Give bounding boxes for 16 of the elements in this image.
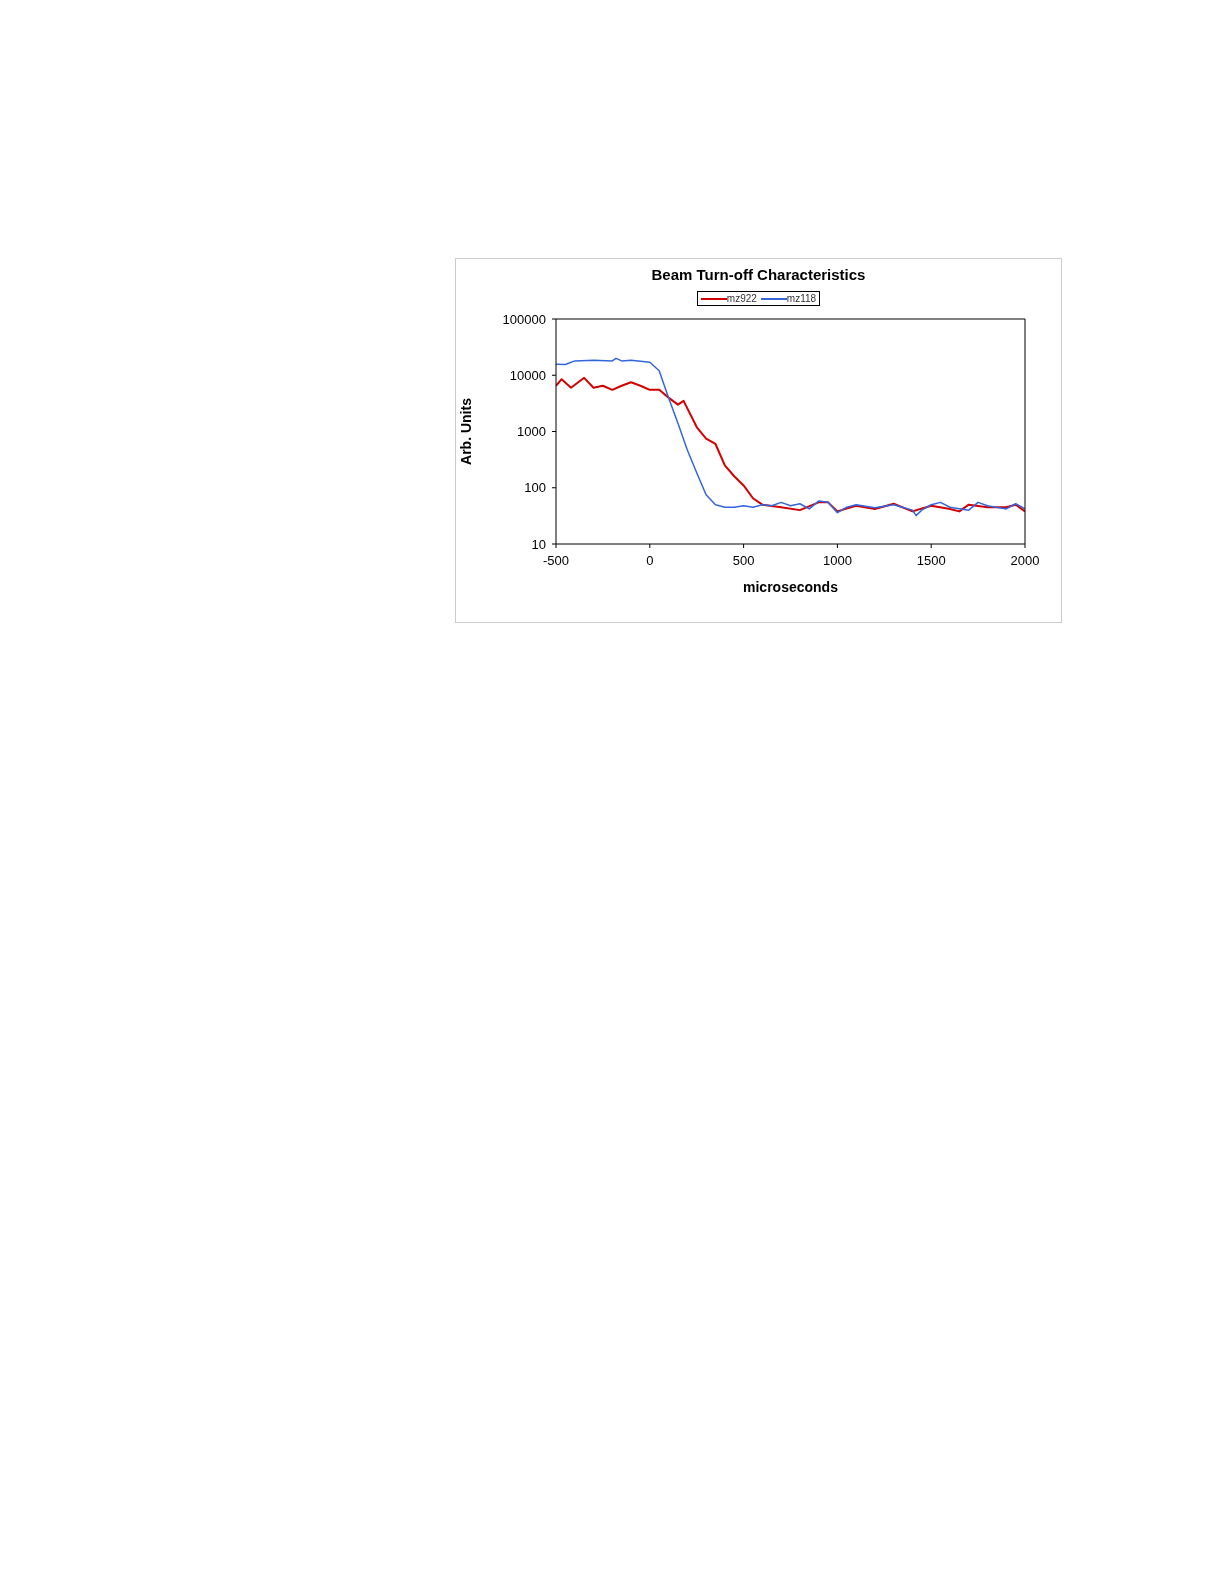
chart-title: Beam Turn-off Characteristics [650,266,867,283]
y-tick-label: 100000 [502,311,546,327]
x-axis-title: microseconds [743,579,839,595]
x-tick-label: -500 [542,553,570,569]
y-axis-title: Arb. Units [457,397,474,465]
x-tick-label: 1500 [916,553,946,569]
x-tick-label: 2000 [1010,553,1040,569]
y-tick-label: 100 [524,480,546,496]
x-tick-label: 500 [732,553,755,569]
y-tick-label: 10 [531,536,546,552]
x-tick-label: 1000 [822,553,852,569]
legend-label: mz118 [786,293,817,304]
y-tick-label: 1000 [517,424,546,440]
legend-label: mz922 [726,293,757,304]
x-tick-label: 0 [646,553,654,569]
y-tick-label: 10000 [509,367,546,383]
